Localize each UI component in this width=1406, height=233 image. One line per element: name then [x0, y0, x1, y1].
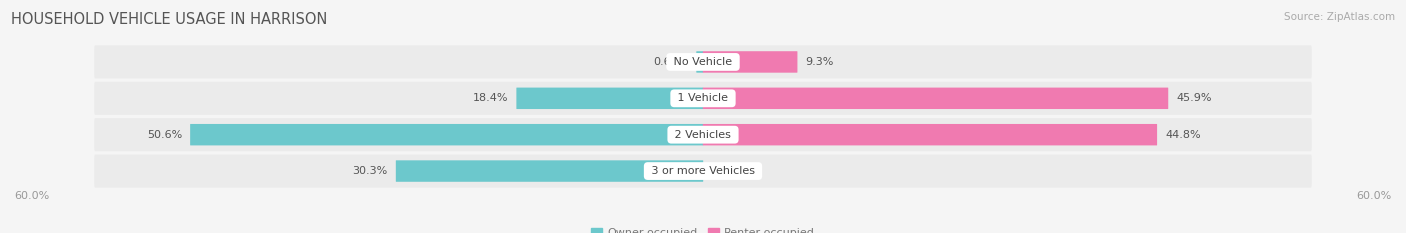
FancyBboxPatch shape	[696, 51, 703, 73]
FancyBboxPatch shape	[703, 88, 1168, 109]
FancyBboxPatch shape	[703, 124, 1157, 145]
Text: 45.9%: 45.9%	[1177, 93, 1212, 103]
Text: 3 or more Vehicles: 3 or more Vehicles	[648, 166, 758, 176]
FancyBboxPatch shape	[703, 51, 797, 73]
Text: HOUSEHOLD VEHICLE USAGE IN HARRISON: HOUSEHOLD VEHICLE USAGE IN HARRISON	[11, 12, 328, 27]
FancyBboxPatch shape	[94, 82, 1312, 115]
Text: 60.0%: 60.0%	[1357, 191, 1392, 201]
Text: 9.3%: 9.3%	[806, 57, 834, 67]
Text: No Vehicle: No Vehicle	[671, 57, 735, 67]
Text: 30.3%: 30.3%	[353, 166, 388, 176]
Text: 1 Vehicle: 1 Vehicle	[675, 93, 731, 103]
Text: 44.8%: 44.8%	[1166, 130, 1201, 140]
FancyBboxPatch shape	[94, 45, 1312, 79]
Legend: Owner-occupied, Renter-occupied: Owner-occupied, Renter-occupied	[586, 223, 820, 233]
FancyBboxPatch shape	[396, 160, 703, 182]
FancyBboxPatch shape	[94, 154, 1312, 188]
Text: 2 Vehicles: 2 Vehicles	[671, 130, 735, 140]
FancyBboxPatch shape	[94, 118, 1312, 151]
Text: Source: ZipAtlas.com: Source: ZipAtlas.com	[1284, 12, 1395, 22]
Text: 50.6%: 50.6%	[148, 130, 183, 140]
FancyBboxPatch shape	[190, 124, 703, 145]
FancyBboxPatch shape	[516, 88, 703, 109]
Text: 60.0%: 60.0%	[14, 191, 49, 201]
Text: 0.64%: 0.64%	[652, 57, 689, 67]
Text: 18.4%: 18.4%	[472, 93, 509, 103]
